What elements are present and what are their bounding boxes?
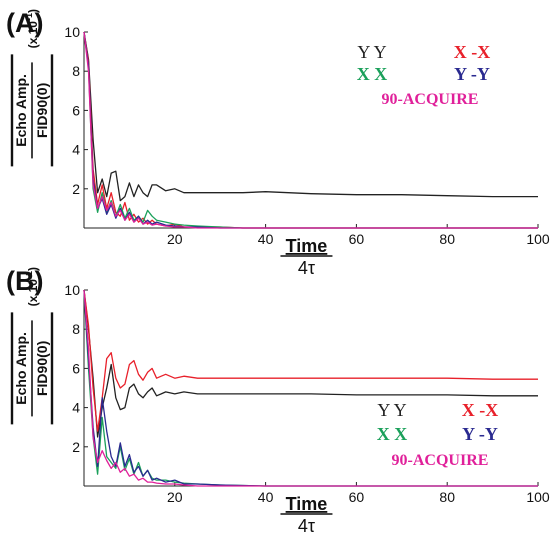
y-tick-label: 2 xyxy=(72,181,80,197)
panel-label: (B) xyxy=(6,266,43,296)
series-line-4 xyxy=(83,289,538,487)
y-axis-scale-exponent: -1 xyxy=(24,271,34,279)
y-tick-label: 10 xyxy=(64,24,80,40)
x-axis-label-denominator: 4τ xyxy=(298,516,315,536)
x-tick-label: 20 xyxy=(167,231,183,247)
x-axis-label-denominator: 4τ xyxy=(298,258,315,278)
legend-entry-4: 90-ACQUIRE xyxy=(382,91,479,108)
legend-entry-0: Y Y xyxy=(377,400,406,420)
y-axis-label: Echo Amp. xyxy=(13,74,29,147)
x-tick-label: 60 xyxy=(349,489,365,505)
y-axis-scale-exponent: -1 xyxy=(24,13,34,21)
y-axis-scale-base: (x 10 xyxy=(26,279,40,307)
y-tick-label: 4 xyxy=(72,142,80,158)
y-tick-label: 8 xyxy=(72,63,80,79)
y-axis-scale: (x 10-1) xyxy=(24,267,40,306)
y-axis-label-denominator: FID90(0) xyxy=(34,341,50,396)
y-tick-label: 6 xyxy=(72,360,80,376)
y-axis-scale-close: ) xyxy=(26,9,40,13)
legend-entry-1: X -X xyxy=(462,400,499,420)
x-axis-label: Time xyxy=(286,236,328,256)
x-tick-label: 80 xyxy=(439,489,455,505)
y-tick-label: 8 xyxy=(72,321,80,337)
x-axis-label: Time xyxy=(286,494,328,514)
y-tick-label: 2 xyxy=(72,439,80,455)
legend-entry-2: X X xyxy=(377,424,408,444)
x-tick-label: 100 xyxy=(526,489,550,505)
y-axis-scale-close: ) xyxy=(26,267,40,271)
legend-entry-1: X -X xyxy=(454,42,491,62)
y-axis-label-group: Echo Amp. FID90(0) (x 10-1) xyxy=(10,9,54,167)
legend-entry-3: Y -Y xyxy=(462,424,498,444)
series-line-0 xyxy=(83,31,538,202)
y-tick-label: 6 xyxy=(72,102,80,118)
legend-entry-3: Y -Y xyxy=(454,64,490,84)
series-line-3 xyxy=(83,289,538,487)
x-tick-label: 80 xyxy=(439,231,455,247)
x-tick-label: 100 xyxy=(526,231,550,247)
y-axis-scale-base: (x 10 xyxy=(26,21,40,49)
series-line-0 xyxy=(83,289,538,438)
legend-entry-0: Y Y xyxy=(357,42,386,62)
x-tick-label: 20 xyxy=(167,489,183,505)
y-axis-label: Echo Amp. xyxy=(13,332,29,405)
y-tick-label: 10 xyxy=(64,282,80,298)
legend-entry-4: 90-ACQUIRE xyxy=(392,452,489,469)
y-axis-label-group: Echo Amp. FID90(0) (x 10-1) xyxy=(10,267,54,425)
x-tick-label: 60 xyxy=(349,231,365,247)
series-line-4 xyxy=(83,31,538,229)
x-tick-label: 40 xyxy=(258,489,274,505)
series-line-1 xyxy=(83,289,538,432)
y-axis-label-denominator: FID90(0) xyxy=(34,83,50,138)
y-axis-scale: (x 10-1) xyxy=(24,9,40,48)
x-tick-label: 40 xyxy=(258,231,274,247)
panel-label: (A) xyxy=(6,8,43,38)
y-tick-label: 4 xyxy=(72,400,80,416)
legend-entry-2: X X xyxy=(357,64,388,84)
